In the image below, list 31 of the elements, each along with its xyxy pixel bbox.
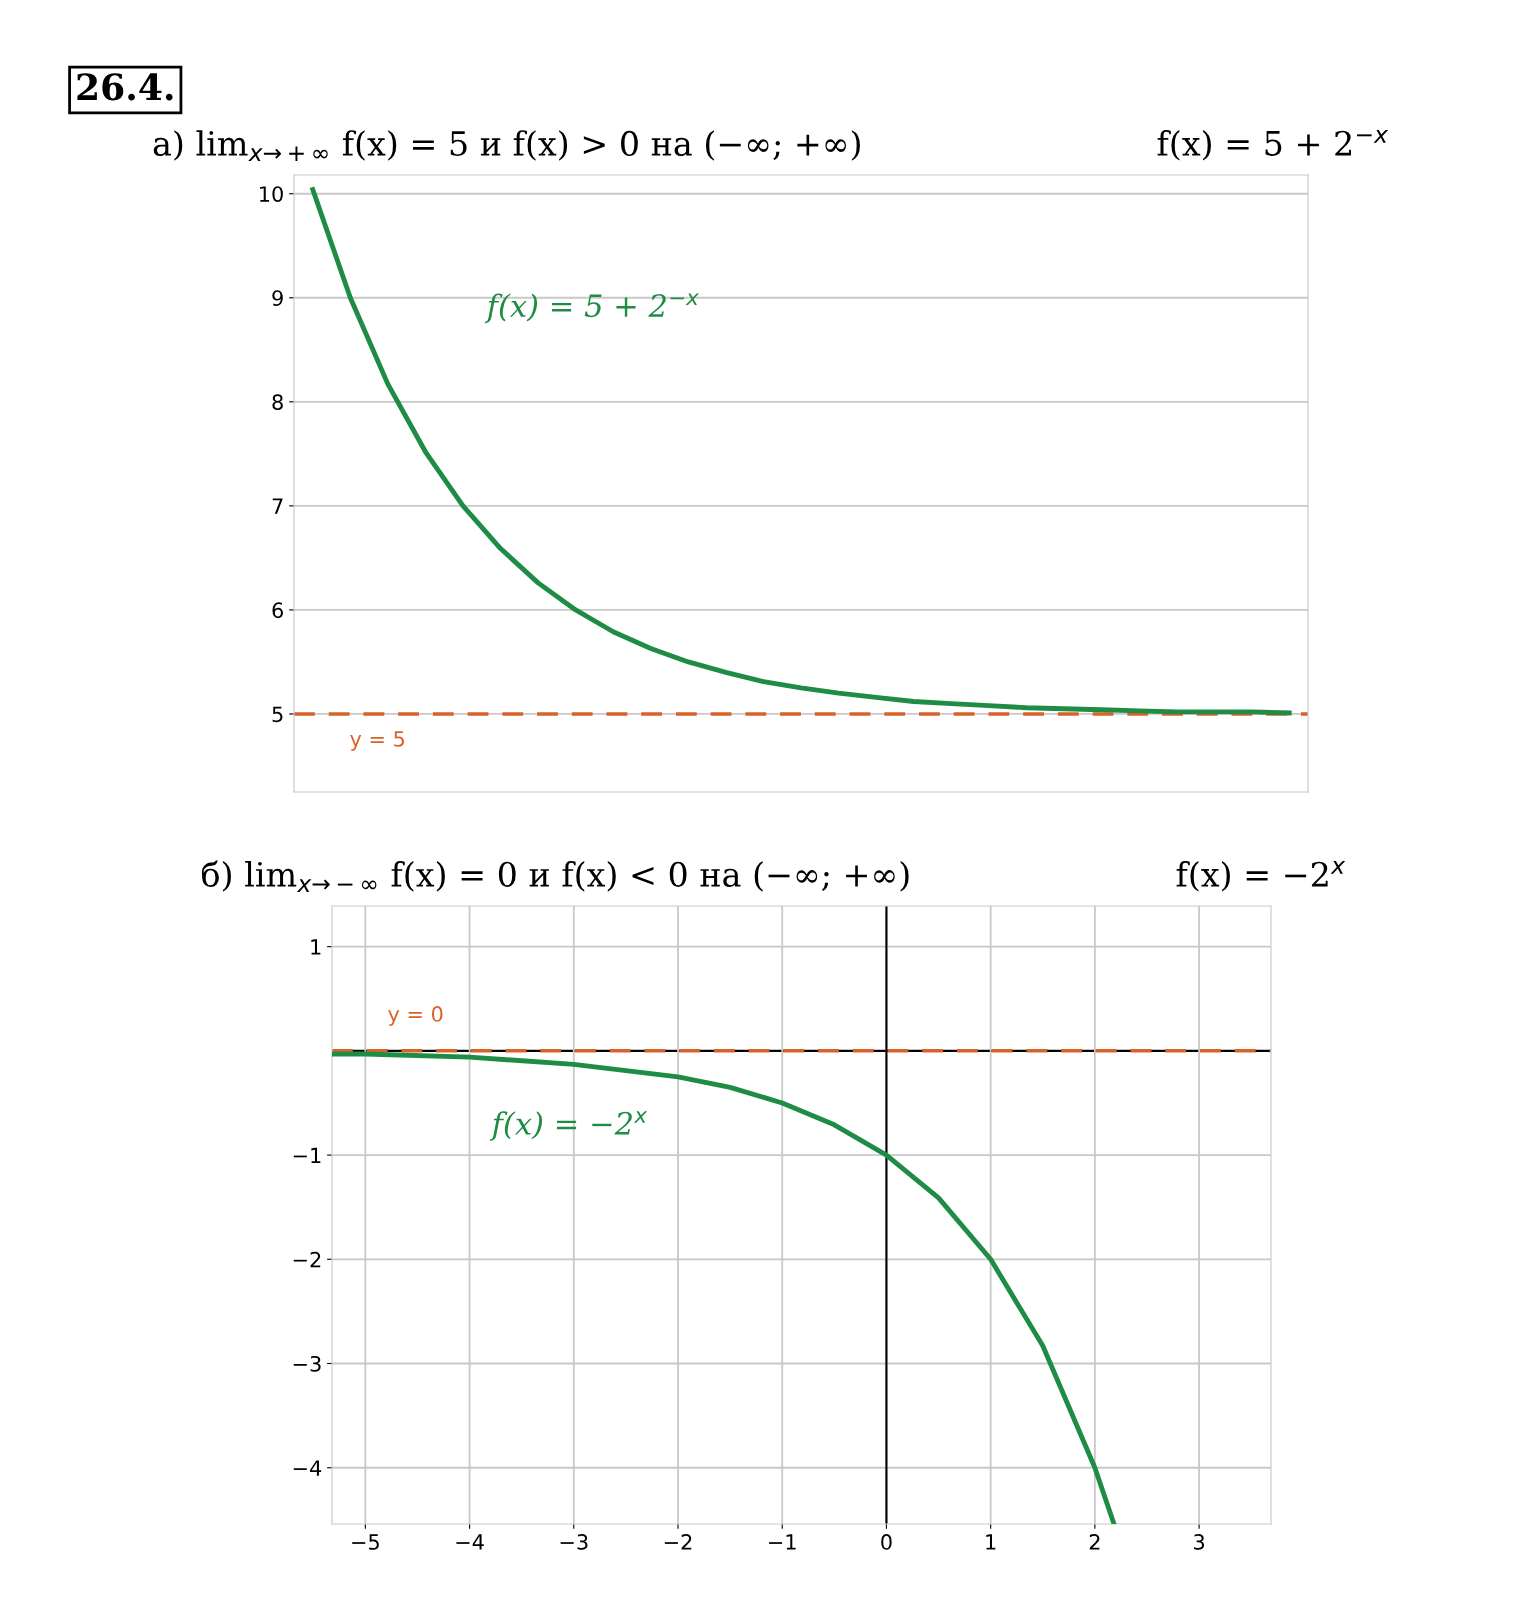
chart-title: б) lim$_{x→−∞}$ f(x) = 0 и f(x) < 0 на (−∞; +∞): [201, 860, 909, 892]
text: 26.4.: [77, 73, 173, 101]
x-tick-label: −2: [664, 1534, 692, 1550]
chart-subtitle: f(x) = 5 + 2$^{−x}$: [1157, 129, 1389, 161]
y-tick-label: −3: [293, 1355, 321, 1372]
y-tick-label: −1: [293, 1147, 321, 1163]
annotation: f(x) = 5 + 2$^{−x}$: [484, 293, 700, 324]
x-tick-label: 0: [881, 1534, 892, 1550]
x-tick-label: 3: [1194, 1534, 1205, 1550]
y-tick-label: 6: [272, 602, 283, 619]
y-tick-label: 9: [272, 290, 283, 306]
y-tick-label: −2: [293, 1251, 321, 1268]
y-tick-label: 10: [260, 186, 283, 202]
ref-line-label: y = 5: [350, 731, 405, 751]
chart-title: а) lim$_{x→+∞}$ f(x) = 5 и f(x) > 0 на (−∞; +∞): [153, 130, 860, 162]
x-tick-label: −4: [456, 1534, 484, 1550]
y-tick-label: 1: [311, 939, 321, 955]
line-series: [332, 1051, 1117, 1524]
chart-subtitle: f(x) = −2$^{x}$: [1176, 860, 1346, 892]
ref-line-label: y = 0: [388, 1006, 443, 1026]
annotation: f(x) = −2$^{x}$: [489, 1111, 648, 1141]
line-series: [310, 187, 1292, 716]
y-tick-label: 5: [272, 706, 283, 723]
x-tick-label: −1: [769, 1534, 796, 1550]
x-tick-label: 2: [1089, 1534, 1100, 1550]
x-tick-label: −5: [352, 1534, 379, 1550]
y-tick-label: −4: [293, 1460, 322, 1476]
x-tick-label: −3: [560, 1534, 588, 1550]
x-tick-label: 1: [986, 1534, 996, 1550]
y-tick-label: 7: [272, 498, 283, 514]
y-tick-label: 8: [272, 394, 283, 411]
